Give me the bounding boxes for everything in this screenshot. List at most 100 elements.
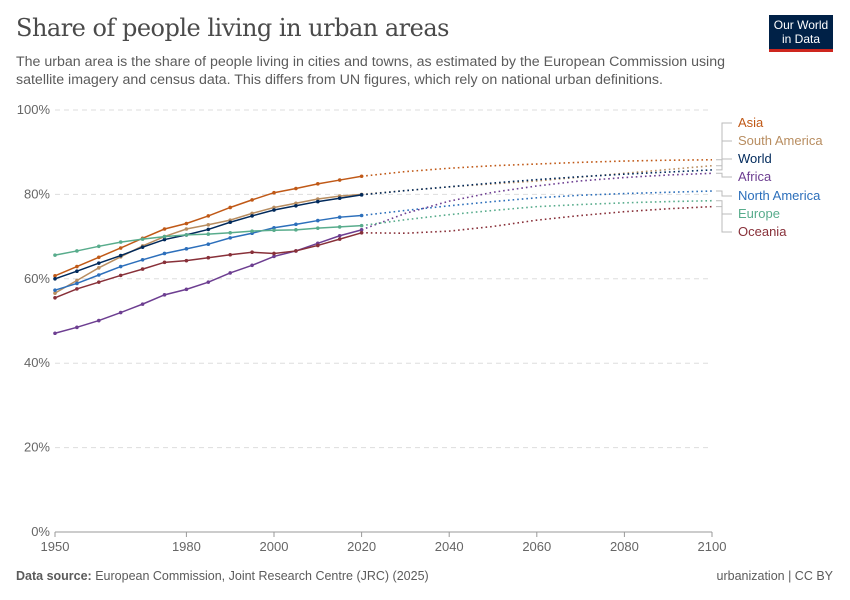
data-point-asia [272, 190, 276, 195]
series-label-europe: Europe [738, 206, 780, 221]
data-point-north-america [97, 273, 101, 277]
data-point-north-america [316, 218, 320, 223]
data-point-europe [316, 226, 320, 230]
series-label-south-america: South America [738, 133, 823, 148]
data-point-north-america [294, 222, 298, 227]
data-point-oceania [97, 280, 101, 284]
data-point-europe [140, 237, 145, 241]
projection-line-north-america [361, 190, 713, 217]
data-point-north-america [184, 247, 189, 251]
y-tick-label: 60% [24, 271, 50, 286]
data-point-world [294, 203, 298, 208]
data-point-oceania [206, 255, 211, 260]
data-point-asia [337, 178, 342, 182]
data-point-world [337, 196, 342, 200]
data-point-world [118, 253, 123, 258]
data-point-south-america [316, 197, 320, 201]
series-label-africa: Africa [738, 169, 772, 184]
data-point-oceania [250, 250, 254, 255]
data-point-asia [228, 205, 232, 210]
license[interactable]: urbanization | CC BY [716, 569, 834, 583]
data-point-oceania [294, 249, 298, 253]
x-tick-label: 1980 [172, 539, 201, 554]
data-point-europe [53, 253, 57, 257]
data-point-south-america [53, 291, 57, 295]
data-point-world [140, 245, 145, 249]
data-point-north-america [53, 288, 57, 292]
label-connector [716, 140, 732, 167]
data-point-north-america [228, 236, 232, 240]
data-point-north-america [272, 225, 276, 230]
data-point-africa [228, 271, 232, 275]
projection-line-south-america [361, 164, 713, 196]
data-point-asia [53, 274, 57, 278]
data-point-europe [272, 228, 276, 233]
data-point-oceania [118, 273, 123, 278]
chart-subtitle: The urban area is the share of people li… [16, 54, 725, 88]
data-point-asia [250, 198, 254, 202]
projection-line-oceania [361, 205, 713, 235]
data-point-asia [359, 174, 364, 179]
data-point-africa [97, 318, 101, 323]
label-connector [716, 200, 732, 215]
series-label-world: World [738, 151, 772, 166]
data-point-oceania [140, 267, 145, 271]
data-point-oceania [337, 237, 342, 241]
data-point-europe [337, 225, 342, 229]
owid-logo[interactable]: Our World in Data [769, 15, 833, 52]
data-point-asia [97, 255, 101, 260]
data-point-oceania [228, 252, 232, 257]
data-point-south-america [294, 201, 298, 206]
data-point-world [97, 261, 101, 265]
projection-line-asia [361, 158, 713, 178]
data-point-north-america [162, 251, 167, 256]
x-tick-label: 2020 [347, 539, 376, 554]
label-connector [716, 158, 732, 171]
x-tick-label: 2100 [698, 539, 727, 554]
data-point-south-america [272, 205, 276, 210]
data-point-north-america [337, 215, 342, 219]
data-point-europe [75, 249, 79, 253]
data-point-oceania [316, 243, 320, 248]
data-point-world [75, 269, 79, 274]
series-label-oceania: Oceania [738, 224, 787, 239]
y-tick-label: 100% [17, 102, 51, 117]
data-point-asia [206, 214, 211, 218]
data-point-south-america [206, 222, 211, 227]
data-point-europe [294, 228, 298, 232]
data-point-north-america [140, 258, 145, 262]
data-point-europe [184, 233, 189, 237]
data-point-africa [206, 280, 211, 284]
x-tick-label: 2080 [610, 539, 639, 554]
data-point-world [206, 227, 211, 232]
data-point-africa [162, 293, 167, 297]
data-point-africa [359, 228, 364, 232]
y-tick-label: 40% [24, 355, 50, 370]
data-point-oceania [272, 251, 276, 256]
data-point-europe [162, 234, 167, 239]
data-point-south-america [75, 278, 79, 283]
data-point-oceania [359, 231, 364, 235]
x-tick-label: 2040 [435, 539, 464, 554]
data-point-africa [337, 233, 342, 238]
data-point-europe [118, 240, 123, 244]
data-point-africa [53, 331, 57, 336]
label-connector [716, 206, 732, 233]
source-label: Data source: [16, 569, 92, 583]
series-label-north-america: North America [738, 188, 821, 203]
data-point-europe [97, 244, 101, 249]
data-point-world [250, 214, 254, 218]
data-point-oceania [53, 295, 57, 300]
data-point-world [359, 193, 364, 197]
x-tick-label: 2000 [260, 539, 289, 554]
data-point-south-america [250, 211, 254, 216]
series-label-asia: Asia [738, 115, 764, 130]
source-text[interactable]: European Commission, Joint Research Cent… [95, 569, 429, 583]
data-point-world [53, 277, 57, 281]
data-point-europe [228, 231, 232, 235]
x-tick-label: 2060 [522, 539, 551, 554]
data-point-world [228, 220, 232, 225]
data-point-north-america [75, 281, 79, 286]
data-point-africa [272, 254, 276, 259]
